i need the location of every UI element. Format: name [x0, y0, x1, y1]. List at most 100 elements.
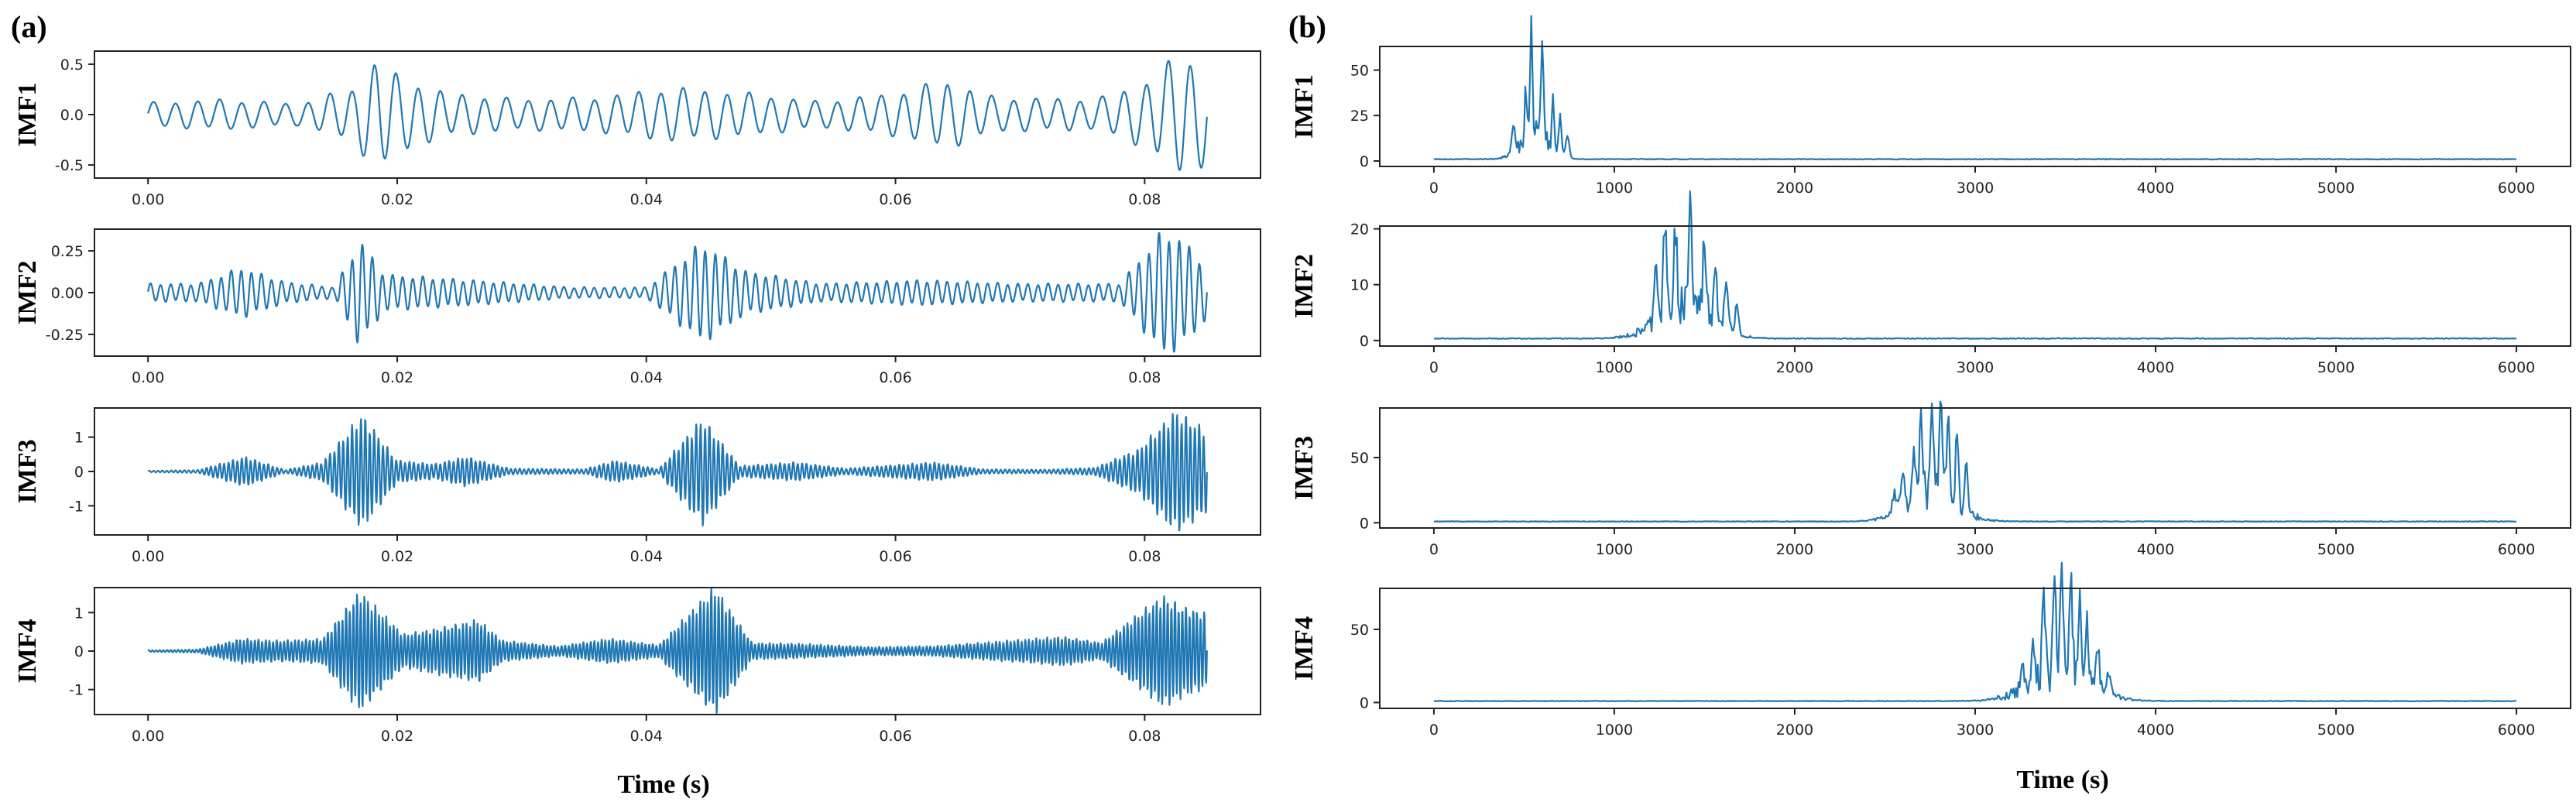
subplot-a-imf4: 0.00 0.02 0.04 0.06 0.08 1 0 -1 IMF4 — [13, 587, 1261, 745]
xtick-label-b-imf1-2: 2000 — [1776, 180, 1813, 197]
ylabel-a-imf3: IMF3 — [13, 439, 42, 503]
ytick-label-b-imf2-2: 0 — [1360, 333, 1369, 350]
xtick-label-b-imf4-5: 5000 — [2317, 722, 2355, 739]
axes-frame-b-imf1 — [1379, 46, 2571, 167]
series-line-a-imf4 — [147, 587, 1208, 715]
subplot-a-imf1: 0.00 0.02 0.04 0.06 0.08 0.5 0.0 -0.5 IMF1 — [13, 50, 1261, 208]
series-line-a-imf3 — [147, 413, 1208, 532]
subplot-b-imf1: 0 1000 2000 3000 4000 5000 6000 50 25 0 IMF1 — [1290, 15, 2571, 197]
series-line-a-imf2 — [147, 232, 1208, 353]
xtick-label-b-imf3-0: 0 — [1429, 541, 1439, 558]
ytick-label-a-imf3-0: 1 — [74, 430, 84, 447]
xtick-label-a-imf4-2: 0.04 — [630, 728, 663, 745]
axes-frame-b-imf2 — [1379, 225, 2571, 347]
xtick-label-b-imf1-3: 3000 — [1957, 180, 1994, 197]
ytick-label-a-imf3-2: -1 — [69, 498, 84, 515]
xtick-label-b-imf4-1: 1000 — [1596, 722, 1633, 739]
axes-frame-b-imf3 — [1379, 407, 2571, 529]
panel-label-a: (a) — [11, 9, 47, 44]
xtick-label-b-imf1-6: 6000 — [2498, 180, 2535, 197]
ylabel-b-imf2: IMF2 — [1290, 254, 1319, 318]
ytick-label-b-imf3-0: 50 — [1350, 450, 1369, 467]
xtick-label-b-imf2-1: 1000 — [1596, 359, 1633, 376]
xtick-label-b-imf4-4: 4000 — [2137, 722, 2174, 739]
xtick-label-b-imf1-0: 0 — [1429, 180, 1439, 197]
ytick-label-a-imf2-2: -0.25 — [46, 327, 84, 344]
ytick-label-a-imf2-1: 0.00 — [51, 285, 84, 302]
ytick-label-b-imf2-1: 10 — [1350, 277, 1369, 294]
xtick-label-a-imf4-3: 0.06 — [879, 728, 911, 745]
xtick-label-a-imf2-1: 0.02 — [381, 369, 413, 386]
subplot-b-imf4: 0 1000 2000 3000 4000 5000 6000 50 0 IMF4 — [1290, 561, 2571, 739]
xtick-label-a-imf3-4: 0.08 — [1128, 548, 1161, 565]
ylabel-b-imf1: IMF1 — [1290, 74, 1319, 139]
xtick-label-a-imf1-0: 0.00 — [132, 191, 164, 208]
xlabel-b: Time (s) — [2016, 766, 2108, 794]
ytick-label-a-imf1-0: 0.5 — [60, 57, 84, 74]
xtick-label-b-imf1-4: 4000 — [2137, 180, 2174, 197]
ytick-label-b-imf3-1: 0 — [1360, 515, 1369, 532]
ylabel-a-imf2: IMF2 — [13, 260, 42, 324]
xtick-label-b-imf2-4: 4000 — [2137, 359, 2174, 376]
subplot-b-imf3: 0 1000 2000 3000 4000 5000 6000 50 0 IMF3 — [1290, 400, 2571, 558]
xtick-label-a-imf1-1: 0.02 — [381, 191, 413, 208]
xtick-label-b-imf1-1: 1000 — [1596, 180, 1633, 197]
ytick-label-a-imf1-2: -0.5 — [55, 157, 84, 174]
xtick-label-a-imf4-1: 0.02 — [381, 728, 413, 745]
ytick-label-b-imf1-2: 0 — [1360, 153, 1369, 170]
ylabel-b-imf3: IMF3 — [1290, 436, 1319, 500]
xtick-label-a-imf2-2: 0.04 — [630, 369, 663, 386]
xtick-label-b-imf3-6: 6000 — [2498, 541, 2535, 558]
xtick-label-a-imf1-2: 0.04 — [630, 191, 663, 208]
xtick-label-b-imf4-6: 6000 — [2498, 722, 2535, 739]
xtick-label-b-imf3-1: 1000 — [1596, 541, 1633, 558]
xtick-label-b-imf1-5: 5000 — [2317, 180, 2355, 197]
ylabel-b-imf4: IMF4 — [1290, 616, 1319, 680]
xtick-label-b-imf4-0: 0 — [1429, 722, 1439, 739]
ytick-label-b-imf1-1: 25 — [1350, 108, 1369, 125]
panel-label-b: (b) — [1288, 9, 1326, 44]
ytick-label-b-imf4-1: 0 — [1360, 694, 1369, 711]
xtick-label-a-imf3-2: 0.04 — [630, 548, 663, 565]
xtick-label-b-imf3-5: 5000 — [2317, 541, 2355, 558]
series-line-a-imf1 — [147, 60, 1208, 171]
xtick-label-a-imf1-4: 0.08 — [1128, 191, 1161, 208]
ytick-label-a-imf4-1: 0 — [74, 643, 84, 660]
xtick-label-a-imf2-3: 0.06 — [879, 369, 911, 386]
xlabel-a: Time (s) — [617, 770, 709, 799]
xtick-label-b-imf3-2: 2000 — [1776, 541, 1813, 558]
subplot-a-imf3: 0.00 0.02 0.04 0.06 0.08 1 0 -1 IMF3 — [13, 407, 1261, 565]
xtick-label-a-imf3-0: 0.00 — [132, 548, 164, 565]
xtick-label-a-imf4-4: 0.08 — [1128, 728, 1161, 745]
xtick-label-b-imf3-4: 4000 — [2137, 541, 2174, 558]
xtick-label-a-imf3-3: 0.06 — [879, 548, 911, 565]
subplot-b-imf2: 0 1000 2000 3000 4000 5000 6000 20 10 0 IMF2 — [1290, 190, 2571, 376]
xtick-label-b-imf4-3: 3000 — [1957, 722, 1994, 739]
xtick-label-a-imf1-3: 0.06 — [879, 191, 911, 208]
xtick-label-a-imf2-0: 0.00 — [132, 369, 164, 386]
ylabel-a-imf4: IMF4 — [13, 619, 42, 683]
xtick-label-a-imf3-1: 0.02 — [381, 548, 413, 565]
xtick-label-b-imf2-2: 2000 — [1776, 359, 1813, 376]
ytick-label-a-imf1-1: 0.0 — [60, 107, 84, 124]
xtick-label-b-imf2-0: 0 — [1429, 359, 1439, 376]
axes-frame-b-imf4 — [1379, 588, 2571, 709]
ytick-label-a-imf4-2: -1 — [69, 682, 84, 699]
ytick-label-b-imf4-0: 50 — [1350, 622, 1369, 639]
ytick-label-a-imf2-0: 0.25 — [51, 243, 84, 260]
xtick-label-b-imf2-3: 3000 — [1957, 359, 1994, 376]
series-line-b-imf3 — [1433, 400, 2517, 523]
xtick-label-a-imf2-4: 0.08 — [1128, 369, 1161, 386]
series-line-b-imf1 — [1433, 15, 2517, 161]
xtick-label-a-imf4-0: 0.00 — [132, 728, 164, 745]
xtick-label-b-imf2-6: 6000 — [2498, 359, 2535, 376]
ytick-label-b-imf2-0: 20 — [1350, 221, 1369, 238]
xtick-label-b-imf2-5: 5000 — [2317, 359, 2355, 376]
ytick-label-b-imf1-0: 50 — [1350, 63, 1369, 80]
xtick-label-b-imf4-2: 2000 — [1776, 722, 1813, 739]
ytick-label-a-imf4-0: 1 — [74, 605, 84, 622]
ylabel-a-imf1: IMF1 — [13, 82, 42, 146]
